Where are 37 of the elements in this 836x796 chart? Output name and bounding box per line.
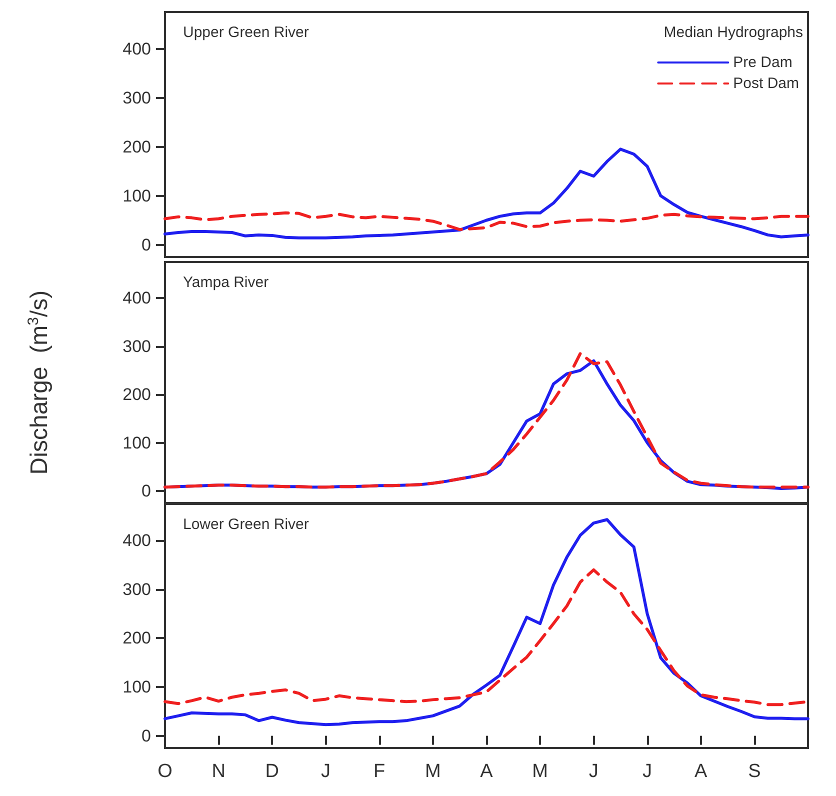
- x-tick-label: F: [374, 761, 386, 782]
- text: Lower Green River: [183, 516, 309, 533]
- x-tick-label: A: [694, 761, 708, 782]
- line-series: [164, 148, 810, 240]
- y-tick-label: 200: [122, 385, 151, 404]
- x-tick-label: A: [480, 761, 494, 782]
- x-tick-label: N: [212, 761, 226, 782]
- x-tick-label: M: [532, 761, 548, 782]
- line-series: [164, 518, 810, 726]
- y-tick-label: 200: [122, 628, 151, 648]
- y-tick-label: 0: [142, 726, 151, 746]
- y-tick-label: 300: [122, 88, 151, 108]
- x-tick-label: S: [748, 761, 761, 782]
- legend-label: Post Dam: [733, 75, 800, 92]
- y-tick-label: 100: [122, 186, 151, 206]
- y-tick-label: 200: [122, 137, 151, 156]
- legend-label: Pre Dam: [733, 54, 792, 71]
- y-tick-label: 0: [142, 481, 151, 500]
- text: Yampa River: [183, 274, 269, 291]
- x-tick-label: M: [425, 761, 441, 782]
- y-axis-title: Discharge (m3/s): [25, 290, 53, 475]
- line-series: [164, 211, 810, 232]
- y-tick-label: 100: [122, 678, 151, 696]
- y-tick-label: 400: [122, 531, 151, 550]
- y-tick-label: 300: [122, 336, 151, 356]
- y-tick-label: 0: [142, 235, 151, 254]
- text: Upper Green River: [183, 24, 309, 41]
- x-tick-label: J: [321, 761, 330, 782]
- x-tick-label: J: [642, 761, 652, 782]
- x-tick-label: J: [588, 761, 598, 782]
- legend-title: Median Hydrographs: [664, 24, 804, 41]
- x-tick-label: O: [158, 761, 172, 782]
- y-tick-label: 400: [122, 288, 151, 308]
- x-tick-label: D: [265, 761, 280, 782]
- y-tick-label: 300: [122, 580, 151, 599]
- y-tick-label: 100: [122, 433, 151, 452]
- y-tick-label: 400: [122, 39, 151, 58]
